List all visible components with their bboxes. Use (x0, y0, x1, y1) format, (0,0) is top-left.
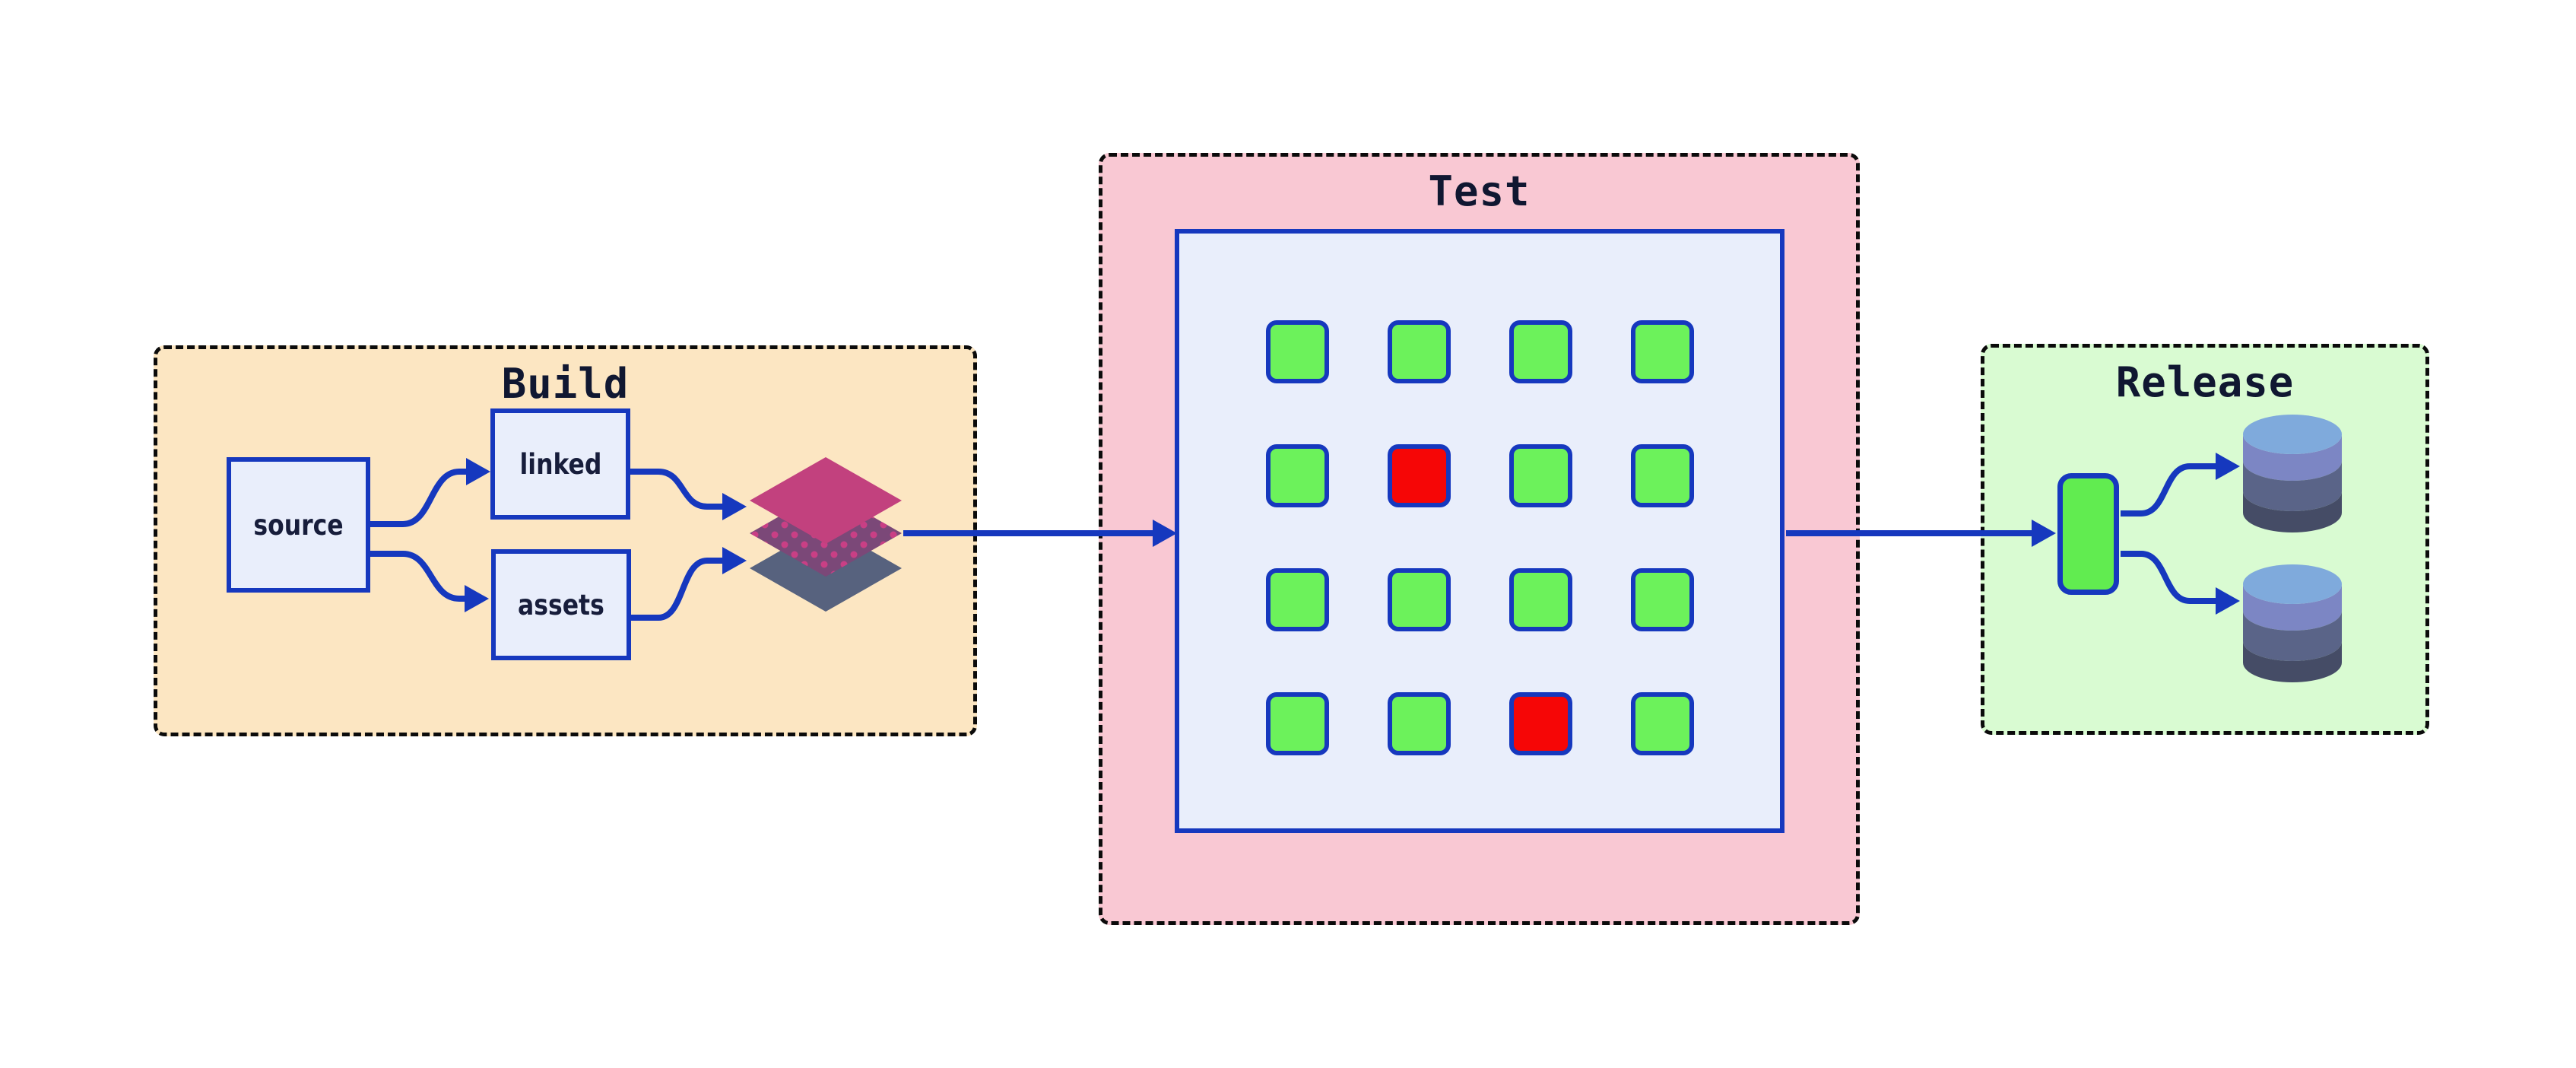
node-linked-label: linked (519, 447, 601, 481)
test-cell-r2c4-pass (1631, 444, 1694, 507)
test-cell-r3c3-pass (1509, 568, 1572, 631)
test-cell-r3c4-pass (1631, 568, 1694, 631)
test-cell-r4c3-fail (1509, 692, 1572, 755)
test-grid (1266, 320, 1694, 755)
test-cell-r1c1-pass (1266, 320, 1329, 383)
test-cell-r2c2-fail (1388, 444, 1451, 507)
test-cell-r3c1-pass (1266, 568, 1329, 631)
test-cell-r1c3-pass (1509, 320, 1572, 383)
node-assets: assets (491, 549, 631, 660)
test-cell-r1c4-pass (1631, 320, 1694, 383)
test-cell-r2c1-pass (1266, 444, 1329, 507)
test-cell-r3c2-pass (1388, 568, 1451, 631)
test-cell-r4c1-pass (1266, 692, 1329, 755)
release-panel-title: Release (2115, 358, 2295, 406)
release-panel: Release (1981, 344, 2429, 735)
build-panel-title: Build (501, 360, 630, 408)
test-cell-r4c4-pass (1631, 692, 1694, 755)
node-linked: linked (490, 408, 630, 520)
release-artifact-pill (2057, 473, 2119, 595)
node-source: source (227, 457, 370, 593)
test-cell-r1c2-pass (1388, 320, 1451, 383)
node-source-label: source (253, 508, 344, 542)
test-cell-r4c2-pass (1388, 692, 1451, 755)
test-panel-title: Test (1428, 167, 1531, 215)
test-cell-r2c3-pass (1509, 444, 1572, 507)
node-assets-label: assets (518, 588, 604, 621)
